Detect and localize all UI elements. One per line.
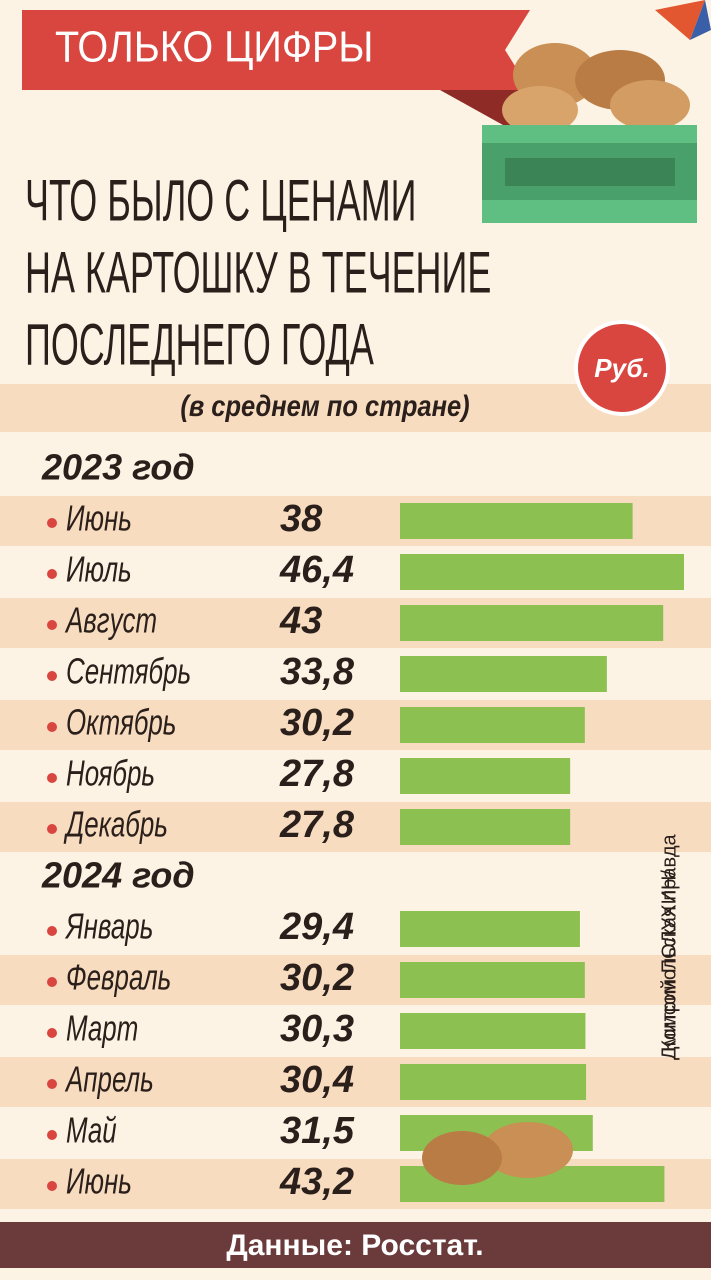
unit-label: Руб. [594, 353, 649, 383]
month-label: Октябрь [66, 702, 176, 742]
month-label: Сентябрь [66, 651, 191, 691]
bullet [47, 518, 57, 528]
value-label: 29,4 [279, 906, 354, 948]
title-line: ПОСЛЕДНЕГО ГОДА [25, 313, 374, 378]
bar [400, 809, 571, 845]
bullet [47, 926, 57, 936]
month-label: Май [66, 1110, 117, 1150]
value-label: 31,5 [280, 1110, 355, 1152]
crate-illustration [482, 43, 697, 223]
group-label: 2024 год [41, 855, 195, 896]
logo-bird [655, 0, 711, 40]
value-label: 46,4 [279, 549, 354, 591]
potato-decoration [422, 1122, 573, 1185]
bullet [47, 620, 57, 630]
bullet [47, 1130, 57, 1140]
badge-text: ТОЛЬКО ЦИФРЫ [55, 22, 373, 71]
value-label: 43,2 [279, 1161, 354, 1203]
credit-line: Комсомольская правда [658, 833, 680, 1051]
credit-line: Дмитрий ПОЛУХИН/ [658, 870, 680, 1060]
source-band [0, 1222, 711, 1268]
row-stripe [0, 802, 711, 852]
bullet [47, 977, 57, 987]
bar [400, 1064, 587, 1100]
bar [400, 656, 607, 692]
source: Данные: Росстат. [226, 1229, 483, 1262]
value-label: 43 [279, 600, 322, 642]
value-label: 27,8 [279, 804, 355, 846]
month-label: Февраль [66, 957, 171, 997]
month-label: Июнь [66, 498, 132, 538]
bar [400, 605, 664, 641]
bar [400, 911, 580, 947]
row-stripe [0, 700, 711, 750]
value-label: 27,8 [279, 753, 355, 795]
month-label: Январь [64, 906, 153, 946]
bullet [47, 671, 57, 681]
value-label: 33,8 [280, 651, 355, 693]
bar [400, 554, 684, 590]
subtitle: (в среднем по стране) [180, 389, 469, 422]
row-stripe [0, 955, 711, 1005]
bar [400, 962, 585, 998]
title-line: НА КАРТОШКУ В ТЕЧЕНИЕ [25, 241, 491, 306]
bar [400, 503, 633, 539]
bullet [47, 722, 57, 732]
bullet [47, 569, 57, 579]
month-label: Март [66, 1008, 138, 1048]
rows: 2023 год Июнь 38 Июль 46,4 Август 43 Сентябрь 33… [0, 447, 711, 1209]
value-label: 30,3 [280, 1008, 354, 1050]
bar [400, 758, 571, 794]
value-label: 38 [280, 498, 323, 540]
bullet [47, 824, 57, 834]
unit-badge [574, 320, 670, 416]
month-label: Декабрь [64, 804, 168, 844]
badge-banner [22, 10, 530, 90]
title-line: ЧТО БЫЛО С ЦЕНАМИ [25, 169, 417, 234]
bullet [47, 1181, 57, 1191]
title: ЧТО БЫЛО С ЦЕНАМИ НА КАРТОШКУ В ТЕЧЕНИЕ ПО… [25, 169, 491, 378]
group-label: 2023 год [41, 447, 195, 488]
bar [400, 707, 585, 743]
value-label: 30,4 [280, 1059, 354, 1101]
month-label: Апрель [64, 1059, 153, 1099]
month-label: Июнь [66, 1161, 132, 1201]
bullet [47, 1028, 57, 1038]
bar [400, 1013, 586, 1049]
bullet [47, 773, 57, 783]
bullet [47, 1079, 57, 1089]
value-label: 30,2 [280, 702, 354, 744]
row-stripe [0, 1057, 711, 1107]
value-label: 30,2 [280, 957, 354, 999]
month-label: Июль [66, 549, 132, 589]
month-label: Август [64, 600, 157, 640]
month-label: Ноябрь [66, 753, 155, 793]
